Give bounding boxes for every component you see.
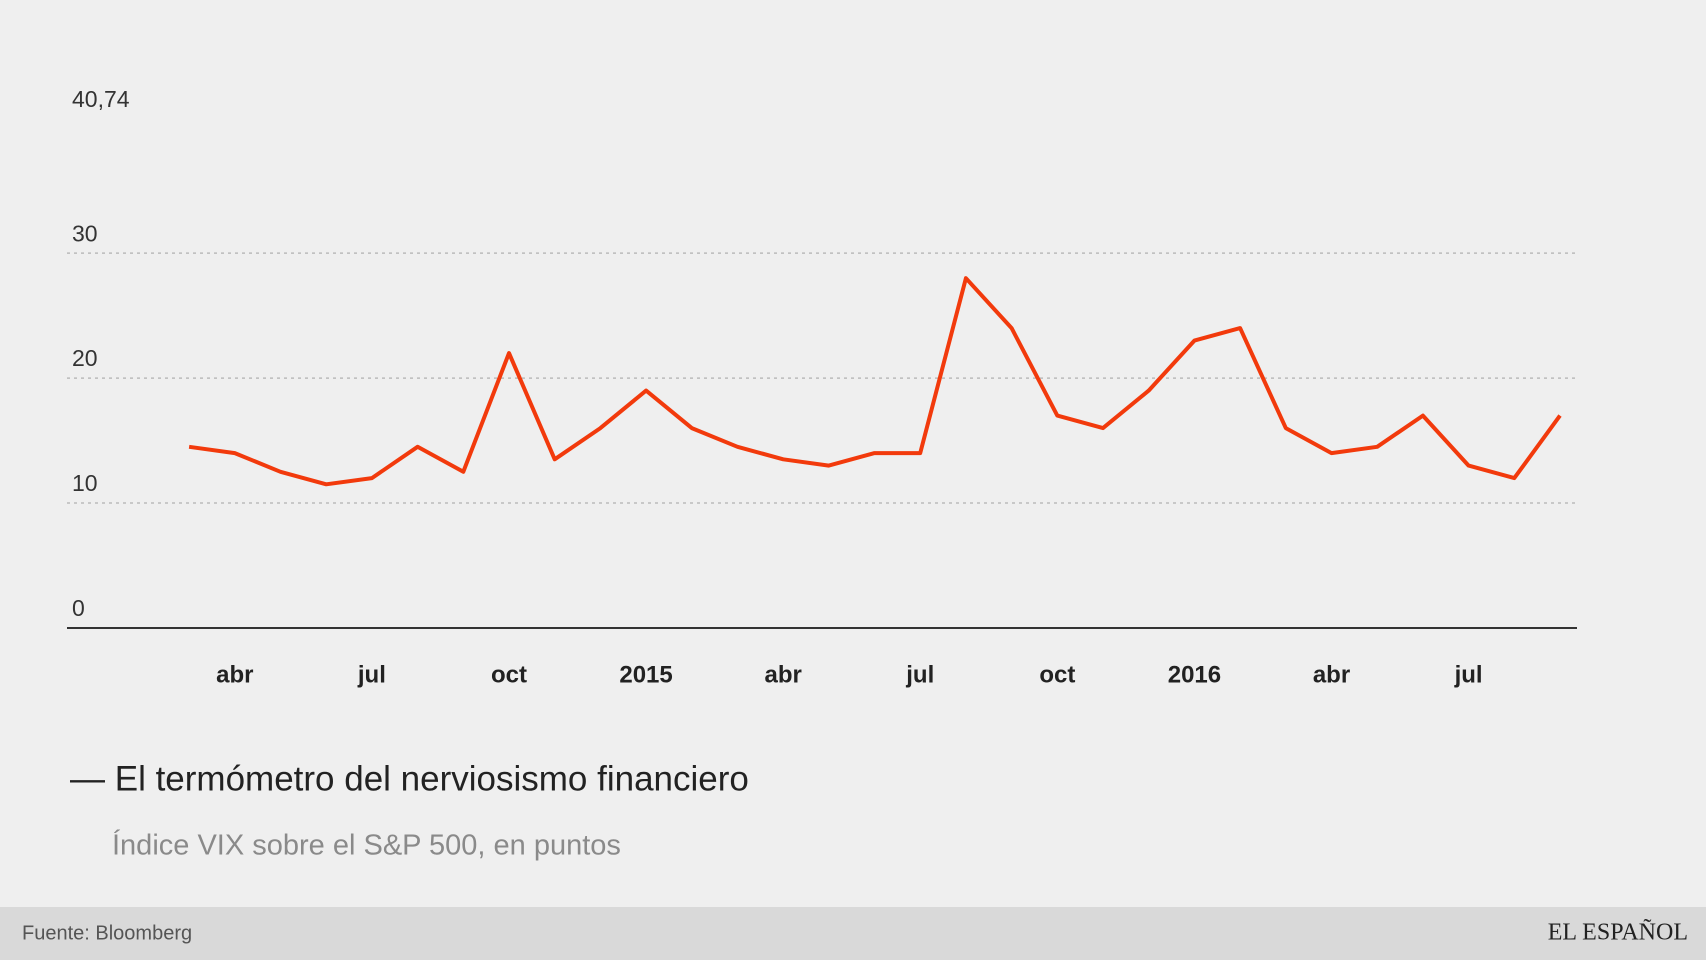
y-tick-label: 10: [72, 470, 98, 496]
footer-band: [0, 907, 1706, 960]
line-series: [188, 276, 1562, 487]
x-tick-label: jul: [905, 661, 934, 688]
x-tick-label: 2016: [1168, 661, 1221, 688]
y-tick-label: 30: [72, 220, 98, 246]
x-tick-label: jul: [357, 661, 386, 688]
brand: EL ESPAÑOL: [1548, 920, 1688, 946]
y-tick-label: 20: [72, 345, 98, 371]
x-tick-label: oct: [1039, 661, 1075, 688]
chart-title: — El termómetro del nerviosismo financie…: [70, 759, 749, 798]
x-tick-label: abr: [216, 661, 253, 688]
x-tick-label: oct: [491, 661, 527, 688]
chart-subtitle: Índice VIX sobre el S&P 500, en puntos: [112, 829, 621, 862]
x-tick-label: 2015: [619, 661, 672, 688]
source: Fuente: Bloomberg: [22, 922, 192, 944]
x-tick-label: abr: [1313, 661, 1350, 688]
y-tick-label: 0: [72, 595, 85, 621]
y-tick-label: 40,74: [72, 86, 130, 112]
x-tick-label: abr: [764, 661, 801, 688]
x-tick-label: jul: [1454, 661, 1483, 688]
